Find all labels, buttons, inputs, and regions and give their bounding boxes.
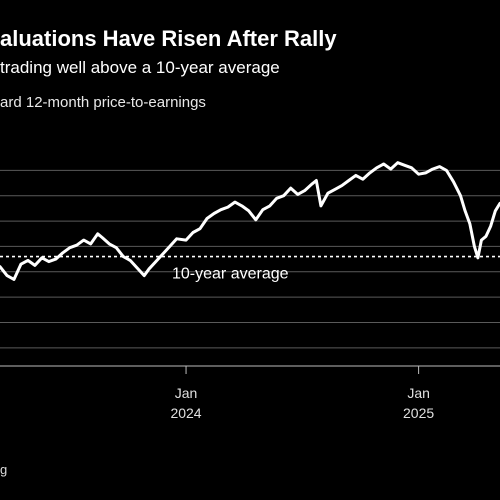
x-tick-label: Jan (407, 385, 430, 401)
chart-subtitle: trading well above a 10-year average (0, 58, 280, 77)
gridlines (0, 169, 500, 367)
average-line-group: 10-year average (0, 255, 500, 283)
x-tick-year-label: 2025 (403, 405, 434, 421)
series-line (0, 161, 500, 281)
source-note: g (0, 462, 8, 477)
x-tick-year-label: 2024 (170, 405, 201, 421)
series-group (0, 161, 500, 281)
average-label: 10-year average (172, 266, 289, 283)
chart-title: aluations Have Risen After Rally (0, 26, 337, 51)
x-tick-label: Jan (175, 385, 198, 401)
y-axis-label: ard 12-month price-to-earnings (0, 94, 206, 111)
x-axis-ticks: Jan 2024 Jan 2025 (170, 366, 434, 421)
